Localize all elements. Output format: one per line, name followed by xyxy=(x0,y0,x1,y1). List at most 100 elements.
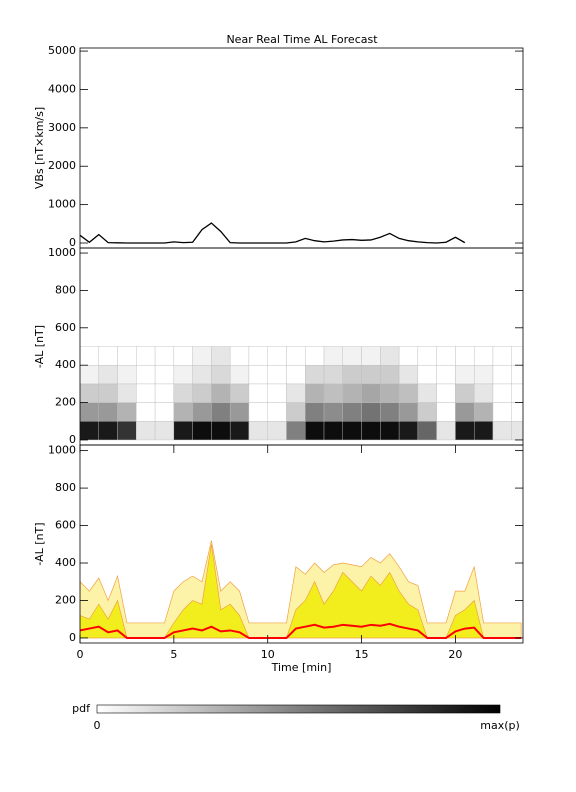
colorbar-max: max(p) xyxy=(480,719,520,732)
heatmap-cell xyxy=(80,383,99,403)
heatmap-cell xyxy=(229,421,250,441)
heatmap-cell xyxy=(154,421,175,441)
heatmap-cell xyxy=(211,383,231,403)
heatmap-cell xyxy=(173,383,193,403)
colorbar xyxy=(96,704,501,714)
heatmap-cell xyxy=(417,421,437,441)
heatmap-cell xyxy=(455,421,475,441)
heatmap-cell xyxy=(173,364,193,385)
heatmap-cell xyxy=(380,402,400,422)
y-tick-label: 4000 xyxy=(48,82,76,95)
heatmap-cell xyxy=(473,402,494,422)
heatmap-cell xyxy=(380,346,400,366)
heatmap-cell xyxy=(80,364,99,385)
heatmap-cell xyxy=(248,383,268,403)
heatmap-cell xyxy=(154,383,175,403)
heatmap-cell xyxy=(417,346,437,366)
heatmap-cell xyxy=(473,346,494,366)
y-axis-label: -AL [nT] xyxy=(33,522,46,565)
y-tick-label: 600 xyxy=(55,519,76,532)
y-tick-label: 1000 xyxy=(48,198,76,211)
heatmap-cell xyxy=(305,421,325,441)
y-tick-label: 1000 xyxy=(48,444,76,457)
heatmap-cell xyxy=(492,364,512,385)
heatmap-cell xyxy=(192,421,212,441)
heatmap-cell xyxy=(229,364,250,385)
y-tick-label: 0 xyxy=(69,631,76,644)
heatmap-cell xyxy=(192,402,212,422)
x-tick-label: 10 xyxy=(261,648,275,661)
heatmap-cell xyxy=(154,346,175,366)
y-tick-label: 400 xyxy=(55,358,76,371)
heatmap-cell xyxy=(286,402,306,422)
heatmap-cell xyxy=(286,364,306,385)
x-tick-label: 0 xyxy=(77,648,84,661)
heatmap-cell xyxy=(192,383,212,403)
heatmap-cell xyxy=(154,402,175,422)
heatmap-cell xyxy=(117,421,137,441)
heatmap-cell xyxy=(342,364,362,385)
heatmap-cell xyxy=(211,402,231,422)
heatmap-cell xyxy=(136,383,156,403)
heatmap-cell xyxy=(267,364,287,385)
heatmap-cell xyxy=(229,346,250,366)
heatmap-cell xyxy=(436,402,456,422)
heatmap-cell xyxy=(473,421,494,441)
heatmap-cell xyxy=(417,383,437,403)
heatmap-cell xyxy=(136,402,156,422)
heatmap-cell xyxy=(98,364,118,385)
heatmap-cell xyxy=(473,364,494,385)
heatmap-cell xyxy=(492,421,512,441)
heatmap-cell xyxy=(398,402,419,422)
heatmap-cell xyxy=(305,364,325,385)
heatmap-cell xyxy=(455,346,475,366)
heatmap-cell xyxy=(361,383,381,403)
data-line xyxy=(80,222,466,244)
heatmap-cell xyxy=(380,364,400,385)
heatmap-cell xyxy=(380,421,400,441)
data-line xyxy=(80,622,522,639)
heatmap-cell xyxy=(80,402,99,422)
colorbar-min: 0 xyxy=(94,719,101,732)
heatmap-cell xyxy=(154,364,175,385)
y-tick-label: 800 xyxy=(55,481,76,494)
heatmap-cell xyxy=(136,346,156,366)
heatmap-cell xyxy=(323,383,343,403)
heatmap-cell xyxy=(361,421,381,441)
heatmap-cell xyxy=(173,346,193,366)
heatmap-cell xyxy=(192,364,212,385)
y-axis-label: -AL [nT] xyxy=(33,325,46,368)
heatmap-cell xyxy=(455,402,475,422)
heatmap-cell xyxy=(361,402,381,422)
heatmap-cell xyxy=(492,383,512,403)
heatmap-cell xyxy=(323,346,343,366)
colorbar-label: pdf xyxy=(72,702,91,715)
heatmap-cell xyxy=(211,364,231,385)
heatmap-cell xyxy=(173,421,193,441)
heatmap-cell xyxy=(455,364,475,385)
heatmap-cell xyxy=(361,364,381,385)
heatmap-cell xyxy=(436,383,456,403)
heatmap-cell xyxy=(455,383,475,403)
y-tick-label: 1000 xyxy=(48,246,76,259)
heatmap-cell xyxy=(342,346,362,366)
heatmap-cell xyxy=(248,421,268,441)
heatmap-cell xyxy=(473,383,494,403)
heatmap-cell xyxy=(436,421,456,441)
heatmap-cell xyxy=(98,346,118,366)
heatmap-cell xyxy=(267,346,287,366)
heatmap-cell xyxy=(248,402,268,422)
heatmap-cell xyxy=(229,383,250,403)
y-tick-label: 600 xyxy=(55,321,76,334)
heatmap-cell xyxy=(342,402,362,422)
heatmap-cell xyxy=(211,346,231,366)
heatmap-cell xyxy=(323,421,343,441)
heatmap-cell xyxy=(80,421,99,441)
heatmap-cell xyxy=(436,346,456,366)
heatmap-cell xyxy=(492,346,512,366)
heatmap-cell xyxy=(117,346,137,366)
heatmap-cell xyxy=(398,421,419,441)
plot-area xyxy=(80,346,523,441)
y-tick-label: 400 xyxy=(55,556,76,569)
